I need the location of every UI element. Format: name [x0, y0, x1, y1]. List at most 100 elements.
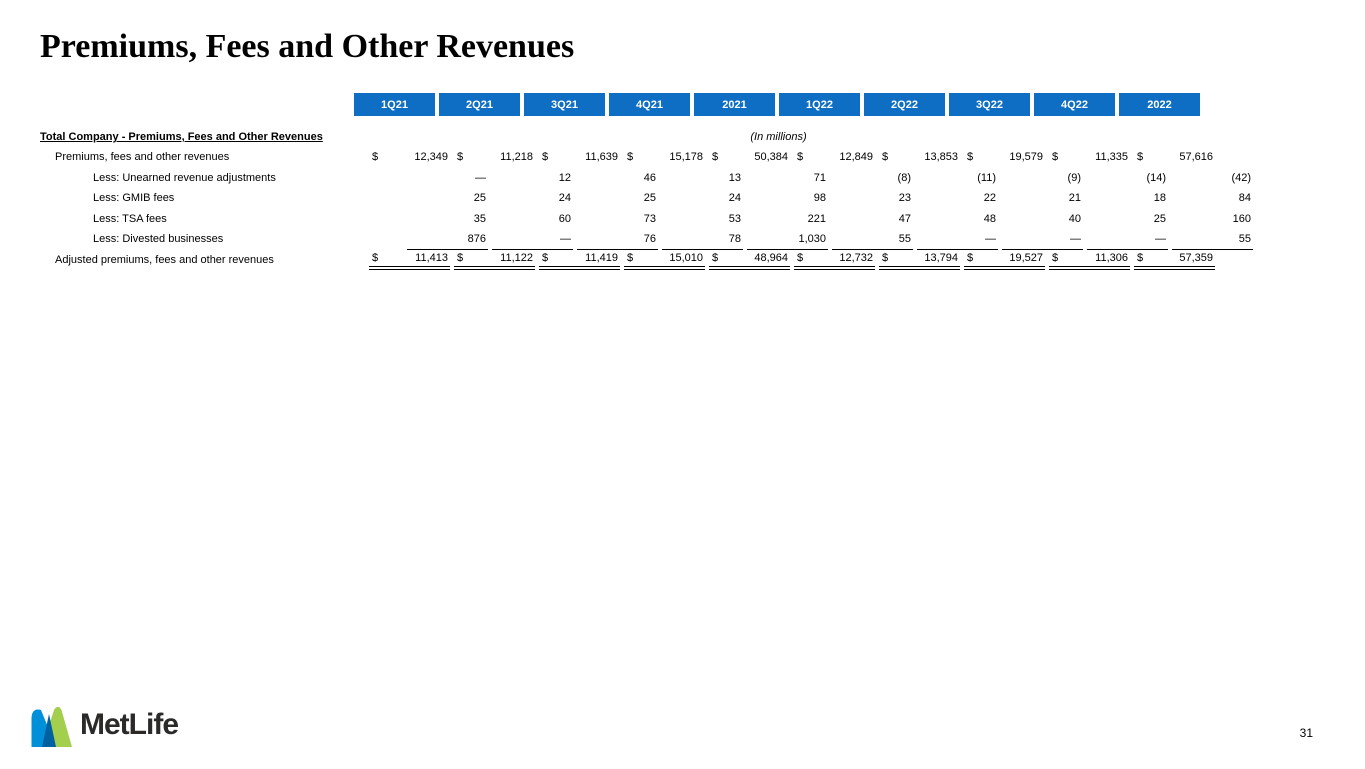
dollar-sign: $	[627, 251, 634, 264]
dollar-sign: $	[1137, 151, 1144, 164]
cell-value: (14)	[1146, 171, 1166, 184]
table-body: Premiums, fees and other revenues $12,349…	[40, 147, 1253, 270]
section-label: Total Company - Premiums, Fees and Other…	[40, 131, 323, 143]
value-cell: 12	[492, 168, 573, 189]
cell-value: 71	[813, 171, 826, 184]
value-cell: (14)	[1087, 168, 1168, 189]
table-row: Adjusted premiums, fees and other revenu…	[40, 250, 1215, 270]
value-cell: 40	[1002, 209, 1083, 230]
cell-value: 23	[898, 192, 911, 205]
cell-value: (8)	[897, 171, 911, 184]
cell-value: 73	[643, 212, 656, 225]
cell-value: 60	[558, 212, 571, 225]
cell-value: 76	[643, 232, 656, 245]
column-header-1Q22: 1Q22	[779, 93, 860, 116]
cell-value: 48,964	[754, 251, 788, 264]
value-cell: 221	[747, 209, 828, 230]
cell-value: —	[1070, 232, 1081, 245]
value-cell: 48	[917, 209, 998, 230]
page-title: Premiums, Fees and Other Revenues	[40, 28, 575, 65]
value-cell: —	[917, 229, 998, 250]
column-header-3Q21: 3Q21	[524, 93, 605, 116]
cell-value: 19,579	[1009, 151, 1043, 164]
column-header-2Q21: 2Q21	[439, 93, 520, 116]
value-cell: 25	[1087, 209, 1168, 230]
cell-value: 98	[813, 192, 826, 205]
row-label: Adjusted premiums, fees and other revenu…	[55, 253, 274, 266]
row-label: Less: Divested businesses	[93, 233, 224, 246]
cell-value: 53	[728, 212, 741, 225]
value-cell: $57,359	[1134, 250, 1215, 270]
value-cell: —	[492, 229, 573, 250]
cell-value: 78	[728, 232, 741, 245]
value-cell: —	[407, 168, 488, 189]
value-cell: $11,413	[369, 250, 450, 270]
value-cell: 55	[1172, 229, 1253, 250]
cell-value: 46	[643, 171, 656, 184]
cell-value: 24	[558, 192, 571, 205]
dollar-sign: $	[797, 251, 804, 264]
metlife-logo: MetLife	[30, 703, 179, 747]
value-cell: 25	[577, 188, 658, 209]
value-cell: (9)	[1002, 168, 1083, 189]
value-cell: 24	[492, 188, 573, 209]
cell-value: 11,413	[415, 251, 448, 264]
dollar-sign: $	[1137, 251, 1144, 264]
column-header-1Q21: 1Q21	[354, 93, 435, 116]
cell-value: 11,639	[585, 151, 618, 164]
cell-value: —	[985, 232, 996, 245]
dollar-sign: $	[372, 151, 379, 164]
value-cell: $11,419	[539, 250, 620, 270]
cell-value: —	[1155, 232, 1166, 245]
dollar-sign: $	[797, 151, 804, 164]
cell-value: 160	[1232, 212, 1251, 225]
value-cell: $15,010	[624, 250, 705, 270]
cell-value: 48	[983, 212, 996, 225]
dollar-sign: $	[882, 151, 889, 164]
value-cell: 98	[747, 188, 828, 209]
cell-value: 25	[643, 192, 656, 205]
value-cell: 60	[492, 209, 573, 230]
value-cell: 53	[662, 209, 743, 230]
cell-value: 12,349	[414, 151, 448, 164]
value-cell: 18	[1087, 188, 1168, 209]
value-cell: 47	[832, 209, 913, 230]
value-cell: 46	[577, 168, 658, 189]
value-cell: (8)	[832, 168, 913, 189]
row-label: Premiums, fees and other revenues	[55, 151, 230, 164]
cell-value: —	[560, 232, 571, 245]
cell-value: 55	[898, 232, 911, 245]
value-cell: 76	[577, 229, 658, 250]
cell-value: 84	[1238, 192, 1251, 205]
cell-value: (42)	[1231, 171, 1251, 184]
value-cell: $13,794	[879, 250, 960, 270]
cell-value: 21	[1068, 192, 1081, 205]
cell-value: (9)	[1067, 171, 1081, 184]
cell-value: 25	[1153, 212, 1166, 225]
cell-value: (11)	[977, 171, 996, 184]
cell-value: 55	[1238, 232, 1251, 245]
value-cell: —	[1002, 229, 1083, 250]
value-cell: 23	[832, 188, 913, 209]
page-number: 31	[1299, 726, 1313, 740]
row-label: Less: Unearned revenue adjustments	[93, 171, 276, 184]
dollar-sign: $	[1052, 151, 1059, 164]
row-label: Less: TSA fees	[93, 212, 167, 225]
value-cell: $11,122	[454, 250, 535, 270]
value-cell: 25	[407, 188, 488, 209]
column-header-2022: 2022	[1119, 93, 1200, 116]
value-cell: 78	[662, 229, 743, 250]
cell-value: —	[475, 171, 486, 184]
value-cell: $15,178	[624, 147, 705, 168]
value-cell: 84	[1172, 188, 1253, 209]
dollar-sign: $	[712, 151, 719, 164]
value-cell: $12,349	[369, 147, 450, 168]
dollar-sign: $	[712, 251, 719, 264]
cell-value: 15,178	[669, 151, 703, 164]
cell-value: 57,359	[1179, 251, 1213, 264]
metlife-logo-text: MetLife	[80, 708, 179, 741]
cell-value: 50,384	[754, 151, 788, 164]
value-cell: $11,306	[1049, 250, 1130, 270]
table-row: Less: GMIB fees 25 24 25 24 98 23 22 21 18 84	[40, 188, 1251, 209]
